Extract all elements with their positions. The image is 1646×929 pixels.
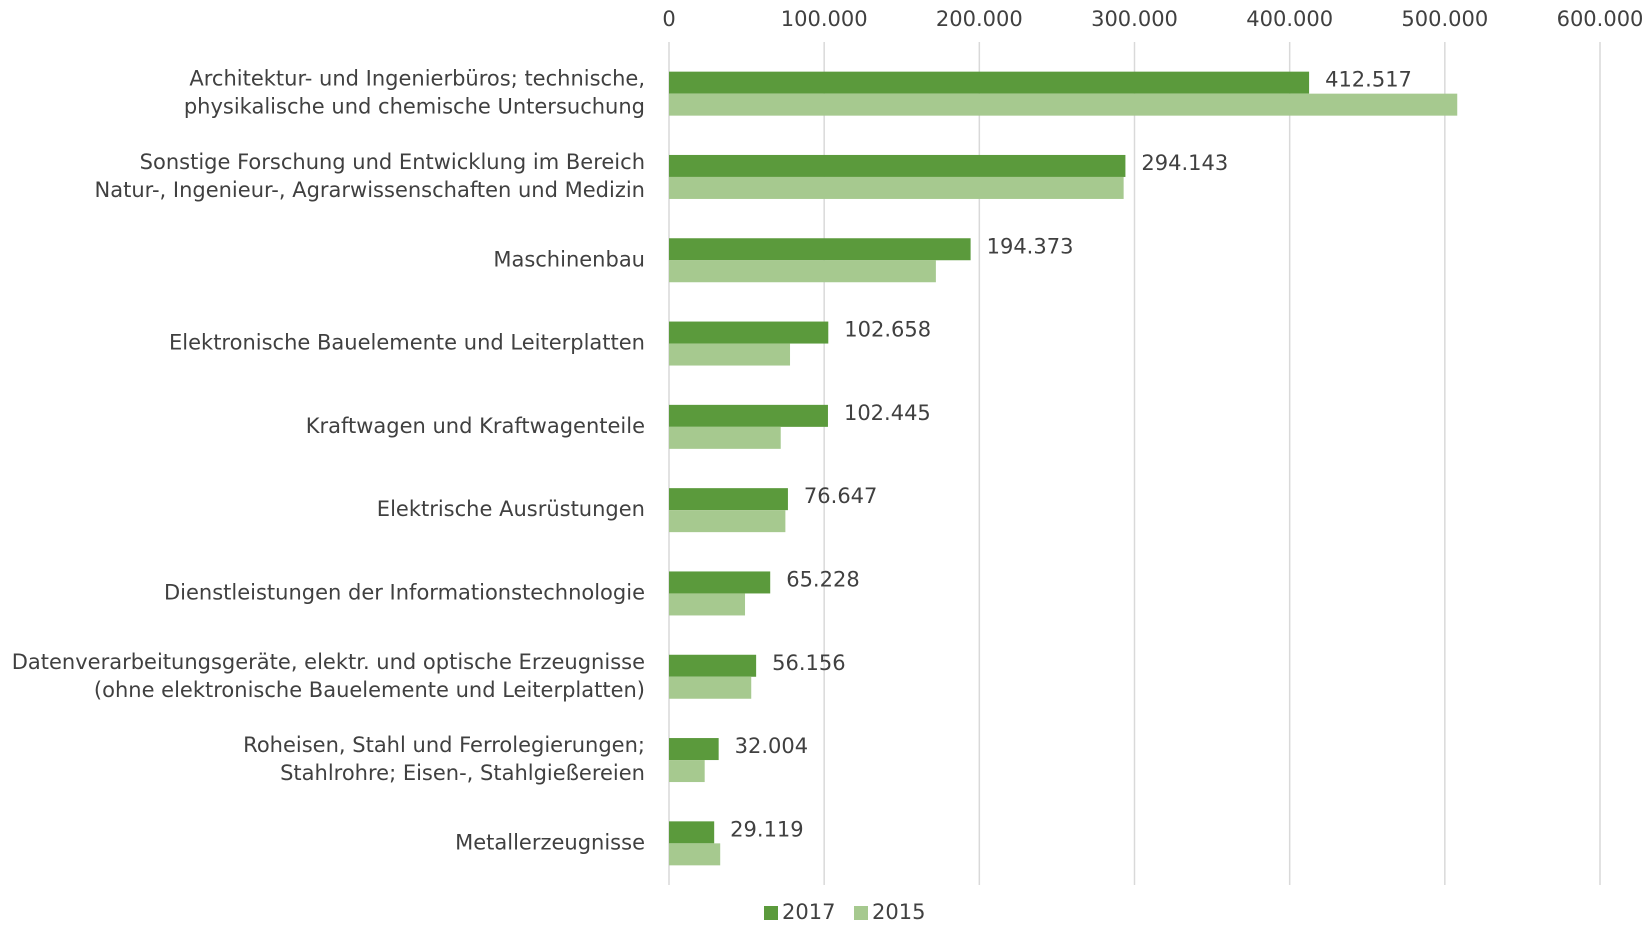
y-tick-label: Architektur- und Ingenierbüros; technisc… bbox=[184, 67, 645, 119]
bar bbox=[669, 176, 1124, 199]
y-tick-label: Maschinenbau bbox=[493, 247, 645, 271]
bar bbox=[669, 654, 757, 677]
y-tick-label: Elektronische Bauelemente und Leiterplat… bbox=[169, 331, 645, 355]
data-label: 294.143 bbox=[1141, 151, 1228, 175]
bar bbox=[669, 404, 828, 427]
bar bbox=[669, 343, 791, 366]
bar bbox=[669, 260, 936, 283]
legend-label: 2017 bbox=[782, 900, 835, 924]
legend-swatch bbox=[854, 906, 868, 920]
bar bbox=[669, 843, 721, 866]
legend-swatch bbox=[764, 906, 778, 920]
bar bbox=[669, 738, 719, 761]
data-label: 412.517 bbox=[1325, 68, 1412, 92]
data-label: 56.156 bbox=[772, 651, 845, 675]
bar bbox=[669, 93, 1458, 116]
data-label: 102.445 bbox=[844, 401, 931, 425]
x-tick-label: 400.000 bbox=[1246, 7, 1333, 31]
bar bbox=[669, 760, 705, 783]
bar bbox=[669, 321, 829, 344]
x-tick-label: 300.000 bbox=[1091, 7, 1178, 31]
y-tick-label: Kraftwagen und Kraftwagenteile bbox=[306, 414, 645, 438]
data-label: 76.647 bbox=[804, 484, 877, 508]
y-tick-label: Metallerzeugnisse bbox=[455, 830, 645, 854]
y-tick-label: Roheisen, Stahl und Ferrolegierungen; Sta… bbox=[243, 733, 645, 785]
data-label: 29.119 bbox=[730, 817, 803, 841]
bar bbox=[669, 71, 1310, 94]
bar bbox=[669, 510, 786, 533]
bar bbox=[669, 571, 771, 594]
x-tick-label: 0 bbox=[662, 7, 675, 31]
data-label: 194.373 bbox=[987, 234, 1074, 258]
bar bbox=[669, 488, 788, 511]
x-tick-label: 200.000 bbox=[936, 7, 1023, 31]
bar bbox=[669, 676, 752, 699]
y-tick-label: Elektrische Ausrüstungen bbox=[377, 497, 645, 521]
y-tick-label: Dienstleistungen der Informationstechnol… bbox=[164, 580, 645, 604]
legend-label: 2015 bbox=[872, 900, 925, 924]
x-tick-label: 600.000 bbox=[1557, 7, 1644, 31]
x-tick-label: 500.000 bbox=[1401, 7, 1488, 31]
x-tick-label: 100.000 bbox=[781, 7, 868, 31]
bar bbox=[669, 426, 781, 449]
data-label: 32.004 bbox=[735, 734, 808, 758]
bar bbox=[669, 593, 746, 616]
data-label: 65.228 bbox=[786, 567, 859, 591]
bar bbox=[669, 821, 715, 844]
data-label: 102.658 bbox=[844, 318, 931, 342]
bar bbox=[669, 154, 1126, 177]
y-tick-label: Datenverarbeitungsgeräte, elektr. und op… bbox=[12, 650, 645, 702]
y-tick-label: Sonstige Forschung und Entwicklung im Be… bbox=[95, 150, 645, 202]
bar bbox=[669, 238, 971, 261]
